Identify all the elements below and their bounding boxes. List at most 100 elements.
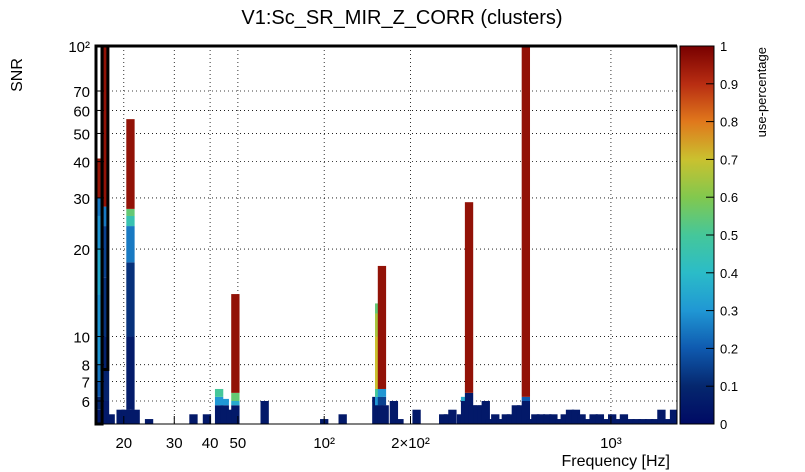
cell-39-0 [511,405,520,424]
y-tick-label-9: 70 [73,84,90,101]
y-tick-label-7: 50 [73,126,90,143]
cell-5-1 [126,336,135,410]
cell-0-5 [96,294,104,337]
plot-area [96,46,677,424]
cell-52-0 [583,419,592,424]
cell-60-0 [632,419,641,424]
cell-0-6 [96,249,104,295]
cell-49-0 [565,409,575,424]
cell-1-0 [100,400,110,424]
cell-0-2 [96,381,104,397]
cell-29-1 [464,202,474,393]
cell-16-0 [338,414,347,424]
cell-8-0 [189,414,198,424]
cell-34-0 [485,419,494,424]
cell-45-0 [543,414,552,424]
cell-22-0 [395,419,404,424]
y-axis: 6 78 10 20 30 40 50 60 70 10² [68,39,104,411]
cell-14-0 [260,400,269,424]
cell-33-0 [481,400,490,424]
cell-13-2 [231,392,240,401]
cell-0-9 [96,158,104,198]
colorbar-tick-label-0: 0 [720,417,727,432]
chart-title: V1:Sc_SR_MIR_Z_CORR (clusters) [241,7,562,29]
cell-62-0 [645,419,654,424]
cell-44-0 [536,414,546,424]
cell-35-0 [491,414,500,424]
cell-19-1 [377,396,387,406]
cell-50-0 [571,409,581,424]
y-axis-label: SNR [9,58,26,92]
cell-10-0 [214,405,224,424]
colorbar-tick-label-1: 0.1 [720,379,738,394]
colorbar-label: use-percentage [754,47,769,137]
x-tick-label-4: 10² [313,435,335,452]
x-tick-label-1: 30 [166,435,183,452]
cell-1-5 [100,46,110,207]
colorbar-tick-label-7: 0.7 [720,152,738,167]
cell-41-1 [521,396,531,401]
cell-42-0 [526,419,535,424]
cell-63-0 [651,419,660,424]
cell-38-0 [506,414,516,424]
cell-7-0 [144,419,154,424]
cell-37-0 [501,414,510,424]
cell-56-0 [608,414,617,424]
colorbar-tick-label-5: 0.5 [720,228,738,243]
cell-40-0 [516,405,526,424]
cell-66-0 [669,409,677,424]
y-tick-label-4: 20 [73,242,90,259]
x-tick-label-0: 20 [115,435,132,452]
cell-2-0 [106,414,115,424]
cell-5-4 [126,215,135,227]
cell-20-0 [380,405,389,424]
cell-41-0 [521,400,531,424]
cell-51-0 [577,414,586,424]
cell-0-4 [96,336,104,365]
cell-48-0 [560,414,569,424]
y-tick-label-8: 60 [73,103,90,120]
cell-25-0 [443,414,453,424]
cell-10-2 [214,388,224,397]
cell-12-0 [226,409,235,424]
y-tick-label-0: 6 [82,394,90,411]
cell-36-0 [496,419,505,424]
colorbar-tick-label-9: 0.9 [720,77,738,92]
cell-0-7 [96,215,104,250]
x-axis-label: Frequency [Hz] [562,453,670,470]
y-tick-label-10: 10² [68,39,90,56]
x-axis: 20 30 40 50 10² 2×10² 10³ [115,416,622,452]
cell-5-3 [126,226,135,263]
cell-65-0 [663,419,673,424]
cell-1-3 [100,226,110,278]
cell-47-0 [555,419,564,424]
cell-57-0 [614,419,623,424]
cell-5-6 [126,119,135,209]
x-tick-label-5: 2×10² [391,435,430,452]
cell-13-3 [231,294,240,393]
cell-13-0 [231,405,240,424]
colorbar-axis: 0 0.1 0.2 0.3 0.4 0.5 0.6 0.7 0.8 0.9 1 [706,39,738,432]
cell-21-0 [389,400,399,424]
cell-59-0 [626,419,635,424]
y-tick-label-3: 10 [73,330,90,347]
cell-5-0 [126,409,135,424]
y-tick-label-2: 8 [82,358,90,375]
cell-5-2 [126,262,135,337]
cell-1-2 [100,277,110,337]
x-tick-label-6: 10³ [600,435,622,452]
cell-41-2 [521,46,531,397]
plot-frame [95,45,678,425]
cell-24-0 [439,414,448,424]
cell-11-0 [220,405,229,424]
y-tick-label-6: 40 [73,155,90,172]
cell-30-0 [468,405,478,424]
cell-23-0 [412,409,421,424]
x-tick-label-3: 50 [230,435,247,452]
cell-19-2 [377,388,387,397]
cell-61-0 [638,419,647,424]
colorbar-tick-label-2: 0.2 [720,341,738,356]
cell-11-1 [220,398,229,406]
colorbar-tick-label-6: 0.6 [720,190,738,205]
cell-4-0 [121,409,130,424]
